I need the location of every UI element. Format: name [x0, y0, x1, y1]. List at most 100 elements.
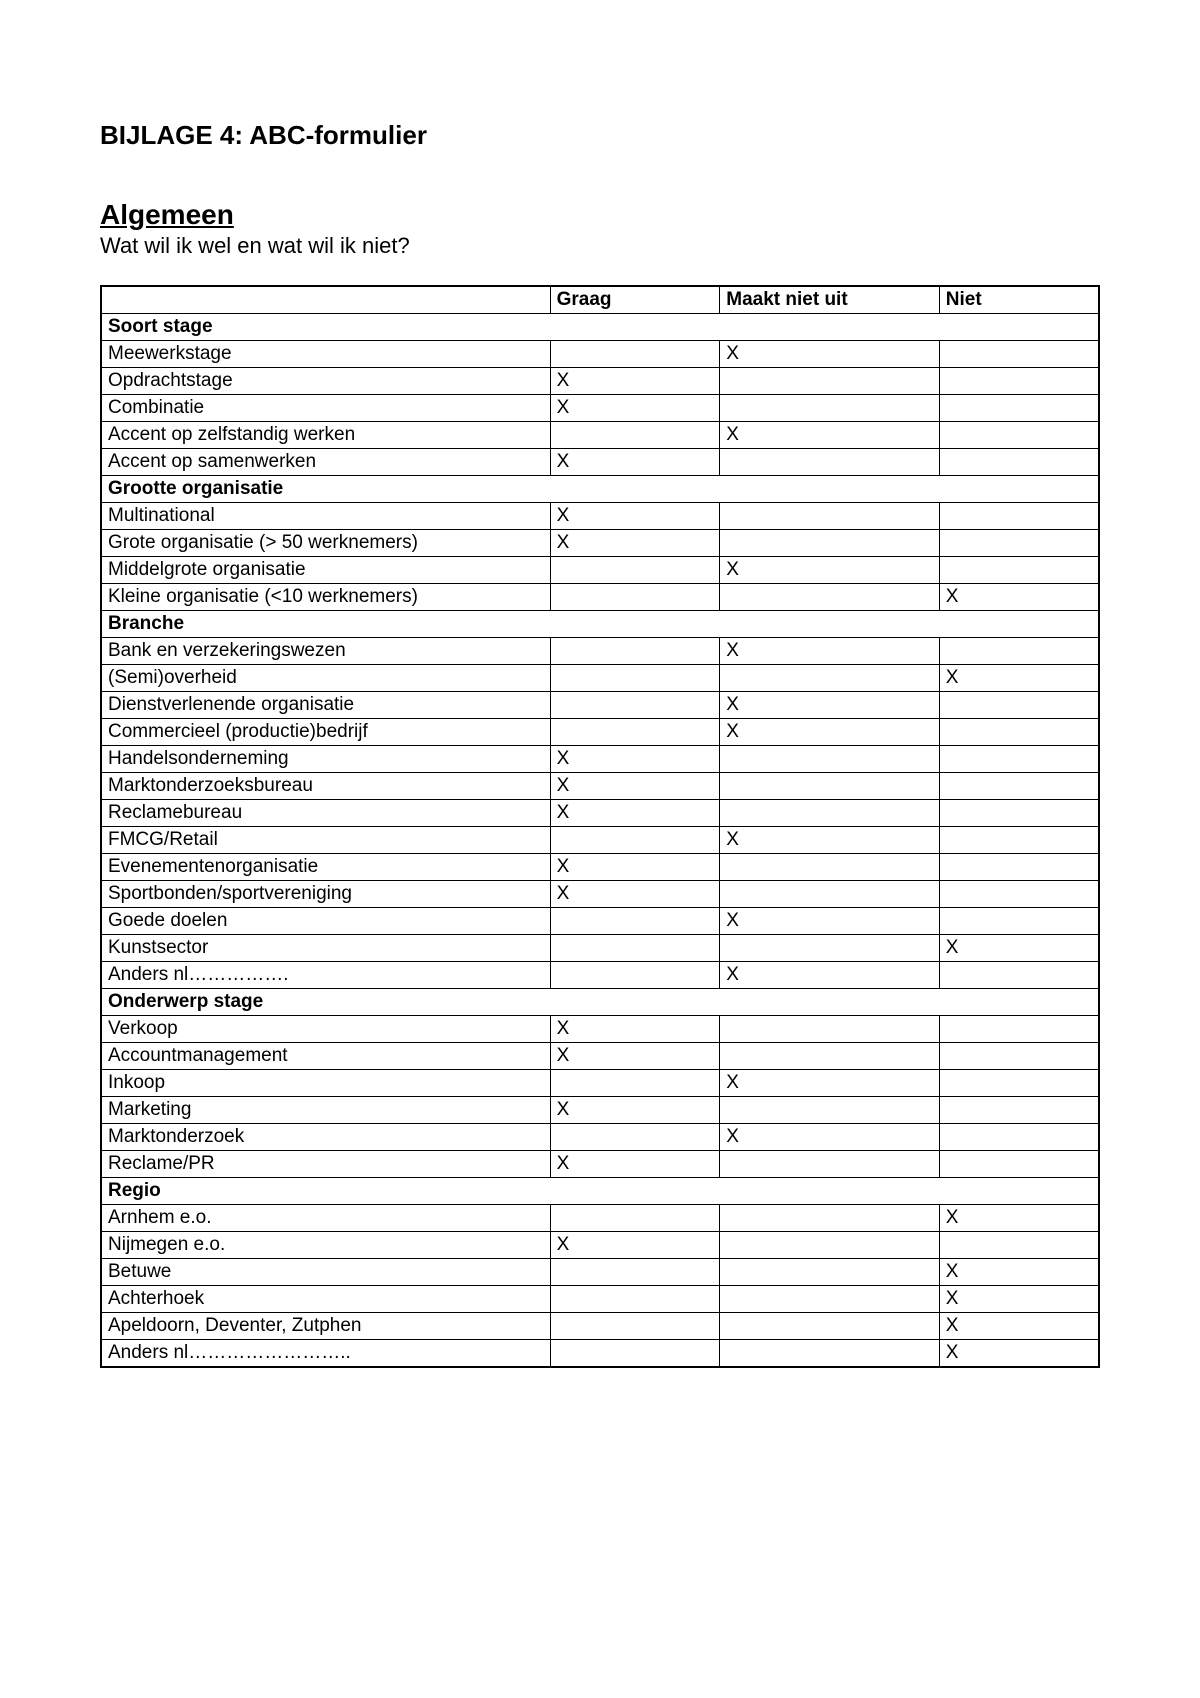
cell-niet: X — [939, 1205, 1099, 1232]
cell-maakt-niet-uit — [720, 854, 940, 881]
cell-maakt-niet-uit — [720, 1151, 940, 1178]
table-row: Apeldoorn, Deventer, ZutphenX — [101, 1313, 1099, 1340]
cell-niet — [939, 341, 1099, 368]
row-label: Multinational — [101, 503, 550, 530]
table-row: VerkoopX — [101, 1016, 1099, 1043]
cell-niet — [939, 368, 1099, 395]
cell-graag: X — [550, 1016, 720, 1043]
table-row: MarketingX — [101, 1097, 1099, 1124]
cell-niet — [939, 719, 1099, 746]
cell-maakt-niet-uit — [720, 1232, 940, 1259]
table-row: Sportbonden/sportverenigingX — [101, 881, 1099, 908]
cell-graag: X — [550, 395, 720, 422]
cell-maakt-niet-uit — [720, 503, 940, 530]
row-label: Evenementenorganisatie — [101, 854, 550, 881]
row-label: Apeldoorn, Deventer, Zutphen — [101, 1313, 550, 1340]
cell-graag: X — [550, 1151, 720, 1178]
cell-maakt-niet-uit: X — [720, 827, 940, 854]
cell-niet — [939, 827, 1099, 854]
cell-graag: X — [550, 530, 720, 557]
cell-maakt-niet-uit — [720, 935, 940, 962]
cell-niet: X — [939, 1340, 1099, 1368]
cell-graag — [550, 962, 720, 989]
row-label: Arnhem e.o. — [101, 1205, 550, 1232]
cell-maakt-niet-uit — [720, 1313, 940, 1340]
cell-maakt-niet-uit — [720, 665, 940, 692]
section-heading: Algemeen — [100, 199, 1100, 231]
cell-niet — [939, 503, 1099, 530]
cell-niet — [939, 449, 1099, 476]
row-label: Anders nl……………. — [101, 962, 550, 989]
table-row: Goede doelen X — [101, 908, 1099, 935]
row-label: Handelsonderneming — [101, 746, 550, 773]
cell-graag — [550, 1205, 720, 1232]
cell-graag: X — [550, 1043, 720, 1070]
row-label: Kleine organisatie (<10 werknemers) — [101, 584, 550, 611]
cell-niet — [939, 962, 1099, 989]
cell-niet: X — [939, 665, 1099, 692]
cell-maakt-niet-uit — [720, 449, 940, 476]
cell-niet — [939, 638, 1099, 665]
row-label: Meewerkstage — [101, 341, 550, 368]
section-header-cell: Soort stage — [101, 314, 1099, 341]
table-row: Commercieel (productie)bedrijfX — [101, 719, 1099, 746]
row-label: Opdrachtstage — [101, 368, 550, 395]
cell-maakt-niet-uit — [720, 584, 940, 611]
cell-graag: X — [550, 854, 720, 881]
cell-graag: X — [550, 881, 720, 908]
cell-graag: X — [550, 746, 720, 773]
cell-maakt-niet-uit: X — [720, 638, 940, 665]
row-label: Verkoop — [101, 1016, 550, 1043]
cell-niet — [939, 1016, 1099, 1043]
row-label: Bank en verzekeringswezen — [101, 638, 550, 665]
cell-graag: X — [550, 503, 720, 530]
row-label: Accountmanagement — [101, 1043, 550, 1070]
cell-niet — [939, 395, 1099, 422]
row-label: Reclame/PR — [101, 1151, 550, 1178]
cell-graag — [550, 422, 720, 449]
cell-maakt-niet-uit — [720, 1043, 940, 1070]
cell-graag — [550, 1340, 720, 1368]
cell-maakt-niet-uit — [720, 800, 940, 827]
cell-graag — [550, 827, 720, 854]
cell-maakt-niet-uit — [720, 881, 940, 908]
row-label: Combinatie — [101, 395, 550, 422]
cell-niet — [939, 1151, 1099, 1178]
section-header-cell: Grootte organisatie — [101, 476, 1099, 503]
table-row: Reclame/PRX — [101, 1151, 1099, 1178]
section-header-row: Branche — [101, 611, 1099, 638]
table-row: MarktonderzoeksbureauX — [101, 773, 1099, 800]
cell-niet — [939, 773, 1099, 800]
row-label: Commercieel (productie)bedrijf — [101, 719, 550, 746]
table-row: Dienstverlenende organisatieX — [101, 692, 1099, 719]
table-header-row: Graag Maakt niet uit Niet — [101, 286, 1099, 314]
cell-niet — [939, 746, 1099, 773]
table-body: Soort stageMeewerkstageXOpdrachtstageXCo… — [101, 314, 1099, 1368]
table-row: Nijmegen e.o.X — [101, 1232, 1099, 1259]
row-label: Achterhoek — [101, 1286, 550, 1313]
row-label: Marketing — [101, 1097, 550, 1124]
section-header-row: Grootte organisatie — [101, 476, 1099, 503]
cell-maakt-niet-uit: X — [720, 692, 940, 719]
cell-graag — [550, 692, 720, 719]
cell-graag — [550, 557, 720, 584]
cell-maakt-niet-uit: X — [720, 908, 940, 935]
cell-niet — [939, 692, 1099, 719]
table-row: Grote organisatie (> 50 werknemers)X — [101, 530, 1099, 557]
row-label: Anders nl…………………….. — [101, 1340, 550, 1368]
cell-graag — [550, 665, 720, 692]
row-label: FMCG/Retail — [101, 827, 550, 854]
cell-niet — [939, 530, 1099, 557]
cell-graag: X — [550, 368, 720, 395]
cell-maakt-niet-uit: X — [720, 557, 940, 584]
cell-niet — [939, 854, 1099, 881]
table-row: AchterhoekX — [101, 1286, 1099, 1313]
subtitle: Wat wil ik wel en wat wil ik niet? — [100, 233, 1100, 259]
table-row: HandelsondernemingX — [101, 746, 1099, 773]
cell-niet — [939, 1070, 1099, 1097]
row-label: Accent op zelfstandig werken — [101, 422, 550, 449]
row-label: Kunstsector — [101, 935, 550, 962]
row-label: Goede doelen — [101, 908, 550, 935]
table-row: ReclamebureauX — [101, 800, 1099, 827]
header-graag: Graag — [550, 286, 720, 314]
